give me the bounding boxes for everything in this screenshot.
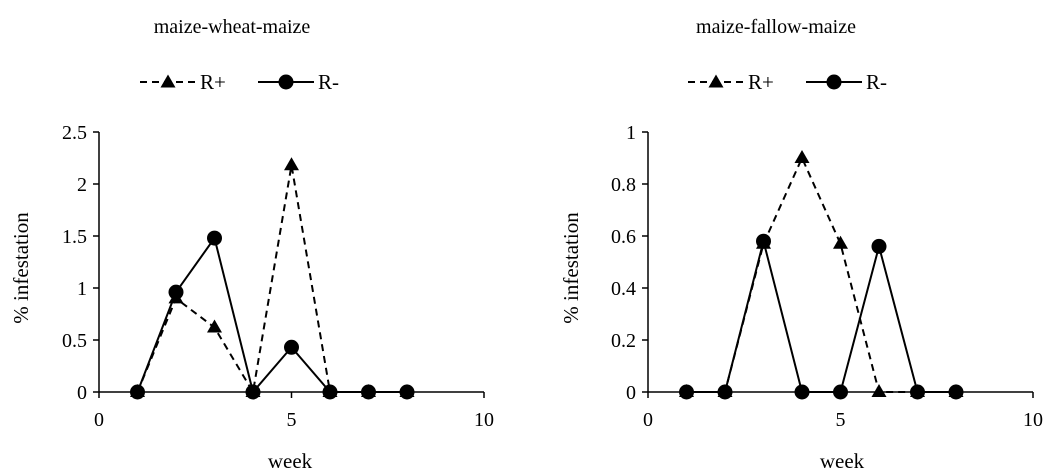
chart-2-rminus-point [871,238,887,254]
chart-2-y-tick-label: 1 [626,122,636,144]
chart-1-y-tick-label: 0.5 [62,330,87,352]
chart-1-y-tick-label: 0 [77,382,87,404]
chart-1-y-tick-label: 1.5 [62,226,87,248]
chart-1-rminus-point [284,339,299,355]
chart-1-rplus-point [207,319,222,333]
chart-1-rminus-point [361,384,376,400]
chart-2-x-tick-label: 0 [643,409,653,431]
chart-1: maize-wheat-maize R+ R- % infestation we… [9,16,494,473]
chart-2-rplus-point [794,150,810,163]
chart-1-x-axis-label: week [268,449,313,473]
chart-2-y-tick-label: 0.4 [611,278,636,300]
chart-1-legend-rminus-label: R- [318,70,339,94]
chart-1-legend-item-rminus: R- [258,70,339,94]
chart-2-y-tick-label: 0.6 [611,226,636,248]
chart-1-rminus-point [322,384,338,400]
chart-1-series-rplus-line [136,164,407,393]
chart-1-title: maize-wheat-maize [154,16,311,38]
chart-1-y-tick-label: 2 [77,174,87,196]
chart-2-y-tick-label: 0.2 [611,330,636,352]
chart-1-legend-rminus-marker [278,74,294,90]
chart-2-rplus-point [833,235,848,249]
chart-2-series-rplus-line [686,157,956,393]
chart-1-rplus-point [284,157,299,171]
chart-1-y-axis-label: % infestation [9,212,33,324]
chart-1-rminus-point [207,230,222,246]
chart-1-legend-rplus-label: R+ [200,70,226,94]
chart-2-rminus-point [948,384,964,400]
chart-2-legend-rplus-label: R+ [748,70,774,94]
chart-1-x-tick-label: 10 [474,409,494,431]
chart-2-rminus-point [794,384,810,400]
chart-1-legend: R+ R- [140,70,339,94]
chart-2-x-tick-label: 10 [1023,409,1043,431]
chart-1-rminus-point [130,384,145,400]
chart-1-rminus-point [399,384,415,400]
chart-1-rminus-point [245,384,261,400]
chart-1-x-tick-label: 0 [94,409,104,431]
chart-1-y-tick-label: 1 [77,278,87,300]
chart-1-series-rminus-line [136,237,407,393]
chart-1-legend-rplus-marker [160,74,176,88]
chart-2-x-axis-label: week [820,449,865,473]
chart-2-y-axis-label: % infestation [559,212,583,324]
chart-2-series-rminus-line [686,240,956,393]
chart-2-legend-rminus-label: R- [866,70,887,94]
chart-1-x-tick-label: 5 [287,409,297,431]
chart-1-rminus-point [168,284,184,300]
chart-2-legend-rplus-marker [708,74,724,88]
chart-2-legend-item-rplus: R+ [688,70,774,94]
chart-2-title: maize-fallow-maize [696,16,856,38]
chart-2-plot-area: 00.20.40.60.810 5 10 [611,122,1043,431]
chart-1-legend-item-rplus: R+ [140,70,226,94]
chart-2-x-tick-label: 5 [836,409,846,431]
chart-2-legend-rminus-marker [826,74,842,90]
chart-2-rminus-point [679,384,694,400]
chart-2-legend: R+ R- [688,70,887,94]
chart-2: maize-fallow-maize R+ R- % infestation w… [559,16,1043,473]
chart-2-rminus-point [910,384,925,400]
chart-2-y-tick-label: 0 [626,382,636,404]
chart-2-rminus-point [756,233,771,249]
chart-2-legend-item-rminus: R- [806,70,887,94]
chart-2-y-tick-label: 0.8 [611,174,636,196]
chart-2-rplus-point [871,384,887,397]
chart-2-rminus-point [717,384,733,400]
chart-1-plot-area: 0 0.5 1 1.5 2 2.5 0 5 10 [62,122,494,431]
chart-2-rminus-point [833,384,848,400]
chart-1-y-tick-label: 2.5 [62,122,87,144]
